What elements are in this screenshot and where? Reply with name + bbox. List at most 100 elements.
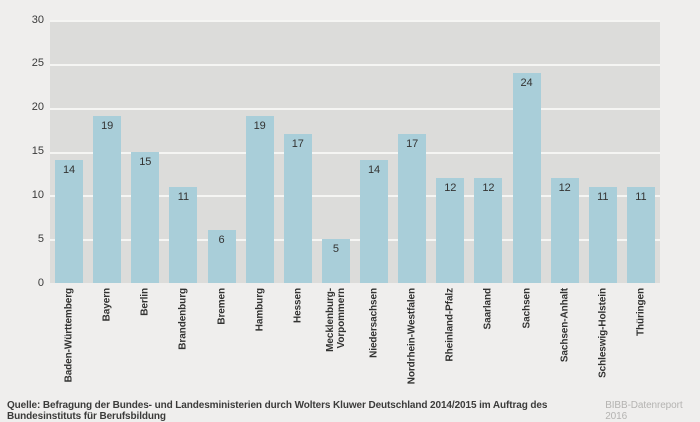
x-category-slot: Sachsen-Anhalt [546,286,584,400]
bar: 24 [512,72,541,283]
x-category-label: Bayern [101,288,113,322]
x-category-label: Thüringen [635,288,647,336]
gridline [50,63,660,66]
x-category-slot: Saarland [469,286,507,400]
source-text: Quelle: Befragung der Bundes- und Landes… [7,400,548,422]
x-category-label: Hamburg [254,288,266,332]
bar: 12 [436,177,465,283]
bar-value-label: 11 [635,190,647,203]
bar-slot: 12 [546,20,584,283]
x-category-slot: Berlin [126,286,164,400]
bar-value-label: 11 [597,190,609,203]
bar: 17 [398,133,427,283]
y-tick-label: 0 [37,276,44,289]
x-category-label: Brandenburg [177,288,189,350]
gridline [50,151,660,154]
x-category-label: Schleswig-Holstein [597,288,609,378]
bar-value-label: 15 [139,155,152,168]
bar-slot: 12 [431,20,469,283]
bar-value-label: 6 [218,234,225,247]
bar-slot: 24 [508,20,546,283]
bar-value-label: 14 [62,164,76,177]
bar-slot: 15 [126,20,164,283]
bar-value-label: 17 [406,137,419,150]
x-category-label: Saarland [482,288,494,330]
x-category-label: Berlin [139,288,151,316]
footer: Quelle: Befragung der Bundes- und Landes… [7,400,692,422]
x-category-slot: Hamburg [241,286,279,400]
bar-slot: 17 [393,20,431,283]
bar: 19 [93,116,122,283]
report-attribution: BIBB-Datenreport 2016 [605,400,683,422]
bar: 11 [626,186,655,283]
x-category-slot: Thüringen [622,286,660,400]
y-tick-label: 30 [31,13,44,26]
x-category-slot: Rheinland-Pfalz [431,286,469,400]
bar: 14 [55,160,84,283]
bar-slot: 14 [355,20,393,283]
plot-area: 14 19 15 11 6 19 17 5 14 17 12 12 24 12 11 11 [50,20,660,283]
bar: 12 [550,177,579,283]
x-category-slot: Nordrhein-Westfalen [393,286,431,400]
y-tick-label: 10 [31,188,44,201]
x-category-slot: Sachsen [508,286,546,400]
x-category-label: Mecklenburg- Vorpommern [324,288,347,352]
bar-slot: 19 [88,20,126,283]
bar-slot: 11 [584,20,622,283]
y-tick-label: 25 [31,57,44,70]
x-category-slot: Niedersachsen [355,286,393,400]
y-tick-label: 15 [31,145,44,157]
bar-slot: 6 [203,20,241,283]
x-category-slot: Hessen [279,286,317,400]
bar-value-label: 19 [101,120,114,133]
x-category-slot: Schleswig-Holstein [584,286,622,400]
bar-slot: 5 [317,20,355,283]
bar-value-label: 12 [482,181,495,194]
y-axis: 0 5 10 15 20 25 30 [0,0,44,422]
bar-slot: 12 [469,20,507,283]
x-category-label: Rheinland-Pfalz [444,288,456,362]
bar-slot: 17 [279,20,317,283]
x-category-slot: Bayern [88,286,126,400]
y-tick-label: 5 [37,232,44,245]
gridline [50,107,660,110]
bar: 15 [131,151,160,283]
bar: 19 [245,116,274,283]
x-category-label: Sachsen-Anhalt [559,288,571,363]
x-category-slot: Brandenburg [164,286,202,400]
bar: 14 [360,160,389,283]
x-category-label: Nordrhein-Westfalen [406,288,418,385]
x-category-slot: Mecklenburg- Vorpommern [317,286,355,400]
x-category-label: Sachsen [521,288,533,329]
bars-container: 14 19 15 11 6 19 17 5 14 17 12 12 24 12 11 11 [50,20,660,283]
x-category-slot: Bremen [203,286,241,400]
bar-slot: 11 [164,20,202,283]
bar-value-label: 17 [291,137,304,150]
bar: 6 [207,230,236,283]
bar-value-label: 19 [253,120,266,133]
bar: 11 [169,186,198,283]
bar-slot: 14 [50,20,88,283]
bar-value-label: 11 [177,190,190,203]
bar-value-label: 12 [444,181,457,194]
bar-slot: 11 [622,20,660,283]
x-category-label: Hessen [292,288,304,323]
gridline [50,239,660,242]
bar-slot: 19 [241,20,279,283]
gridline [50,20,660,22]
y-tick-label: 20 [31,101,44,114]
bar-value-label: 12 [558,181,571,194]
bar-value-label: 24 [520,76,533,89]
x-category-label: Niedersachsen [368,288,380,358]
x-category-label: Baden-Württemberg [63,288,75,383]
gridline [50,195,660,198]
x-axis-category-labels: Baden-Württemberg Bayern Berlin Brandenburg… [50,286,660,400]
bar: 5 [321,239,350,283]
bar: 11 [588,186,617,283]
x-category-label: Bremen [216,288,228,325]
x-category-slot: Baden-Württemberg [50,286,88,400]
bar: 17 [283,133,312,283]
bar-value-label: 5 [332,243,339,256]
bar: 12 [474,177,503,283]
